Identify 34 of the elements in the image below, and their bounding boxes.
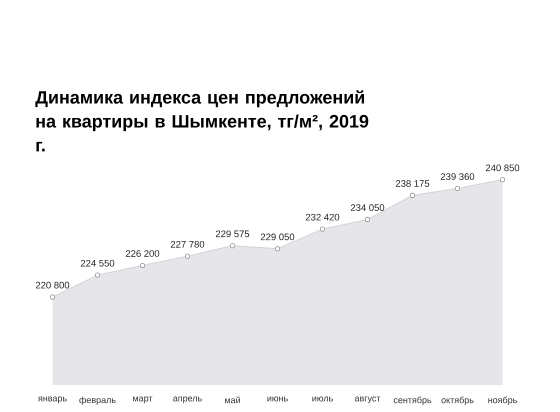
x-tick-label: ноябрь bbox=[488, 396, 517, 405]
chart-title: Динамика индекса цен предложений на квартиры в Шымкенте, тг/м², 2019 г. bbox=[35, 90, 368, 152]
data-label: 229 575 bbox=[216, 230, 250, 238]
x-tick-label: февраль bbox=[79, 396, 116, 405]
data-label: 224 550 bbox=[80, 260, 114, 267]
point bbox=[230, 243, 236, 248]
data-label: 227 780 bbox=[170, 240, 204, 248]
x-tick-label: сентябрь bbox=[394, 396, 432, 405]
point bbox=[184, 254, 190, 259]
point bbox=[454, 186, 460, 192]
point bbox=[50, 294, 56, 300]
x-tick-label: июнь bbox=[267, 396, 288, 402]
x-tick-label: март bbox=[133, 396, 152, 404]
data-label: 220 800 bbox=[36, 282, 70, 289]
x-tick-label: август bbox=[354, 396, 380, 404]
point bbox=[500, 177, 506, 182]
data-label: 232 420 bbox=[306, 214, 340, 221]
data-label: 239 360 bbox=[440, 173, 474, 180]
data-label: 226 200 bbox=[126, 250, 160, 257]
x-tick-label: июль bbox=[312, 396, 333, 402]
point bbox=[410, 192, 416, 198]
x-tick-label: апрель bbox=[173, 396, 202, 404]
point bbox=[320, 226, 326, 232]
data-label: 238 175 bbox=[396, 180, 430, 187]
point bbox=[140, 262, 146, 268]
data-label: 229 050 bbox=[260, 234, 294, 240]
x-tick-label: октябрь bbox=[442, 396, 474, 405]
point bbox=[364, 216, 370, 222]
data-label: 234 050 bbox=[350, 204, 384, 211]
x-tick-label: январь bbox=[38, 396, 67, 404]
point bbox=[94, 272, 100, 278]
data-label: 240 850 bbox=[486, 164, 520, 172]
point bbox=[274, 246, 280, 252]
x-tick-label: май bbox=[225, 396, 240, 404]
